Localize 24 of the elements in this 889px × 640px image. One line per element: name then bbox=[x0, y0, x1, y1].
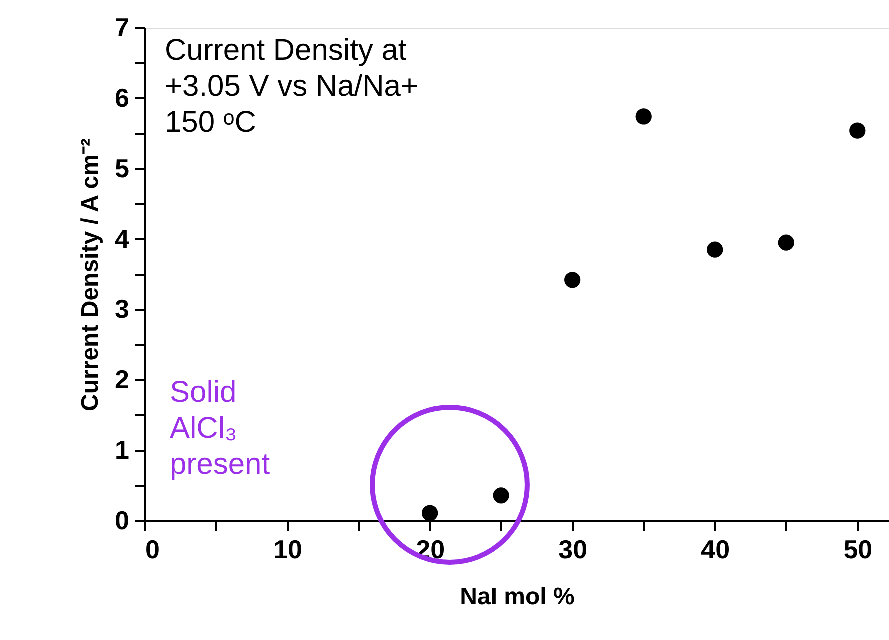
y-axis-title: Current Density / A cm⁻² bbox=[77, 138, 104, 412]
x-tick-label: 30 bbox=[558, 534, 588, 564]
y-tick-label: 3 bbox=[115, 294, 130, 324]
y-tick-label: 2 bbox=[115, 364, 130, 395]
y-tick-label: 6 bbox=[115, 82, 130, 113]
point bbox=[636, 108, 652, 125]
point bbox=[422, 505, 438, 522]
point bbox=[493, 488, 510, 504]
annotation: Current Density at +3.05 V vs Na/Na+ 150 ᵒC bbox=[165, 34, 418, 139]
point bbox=[850, 122, 866, 139]
y-tick-label: 4 bbox=[115, 224, 130, 254]
point bbox=[707, 242, 724, 258]
y-tick-label: 1 bbox=[115, 435, 130, 466]
x-tick-label: 0 bbox=[146, 534, 160, 564]
y-tick-label: 0 bbox=[115, 506, 130, 536]
x-tick-label: 40 bbox=[701, 534, 730, 564]
x-axis-title: NaI mol % bbox=[460, 584, 575, 610]
x-tick-label: 10 bbox=[274, 534, 302, 564]
y-tick-label: 7 bbox=[115, 12, 130, 42]
point bbox=[778, 234, 794, 251]
y-tick-label: 5 bbox=[115, 153, 130, 184]
x-tick-label: 50 bbox=[844, 534, 873, 564]
point bbox=[564, 272, 581, 288]
annotation: Solid AlCl₃ present bbox=[170, 376, 271, 481]
